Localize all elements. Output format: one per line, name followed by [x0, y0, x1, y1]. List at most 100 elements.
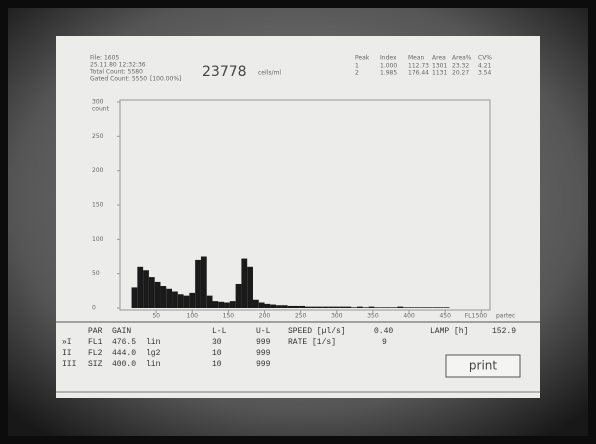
bar: [421, 307, 427, 308]
bar: [282, 305, 288, 308]
peak-header: Mean: [408, 55, 425, 62]
param-cell: 10: [212, 349, 222, 358]
bar: [270, 305, 276, 308]
param-cell: 999: [256, 360, 271, 369]
param-header: L-L: [212, 327, 227, 336]
bar: [166, 289, 172, 308]
bar: [380, 307, 386, 308]
page: File: 1605 25.11.80 12:32:36 Total Count…: [0, 0, 596, 444]
gated-count: Gated Count: 5550: [90, 76, 147, 83]
bar: [305, 307, 311, 308]
speed: 0.40: [374, 327, 393, 336]
bar: [345, 307, 351, 308]
bar: [438, 307, 444, 308]
rate-label: RATE [1/s]: [288, 338, 336, 347]
param-cell: lin: [146, 360, 161, 369]
param-cell: lin: [146, 338, 161, 347]
param-cell: »I: [62, 338, 72, 347]
peak-cell: 176.44: [408, 70, 429, 77]
bar: [218, 302, 224, 308]
peak-cell: 1.000: [380, 63, 397, 70]
bar: [155, 282, 161, 308]
peak-cell: 23.32: [452, 63, 469, 70]
bar: [241, 259, 247, 308]
unit: cells/ml: [258, 70, 281, 77]
bar: [322, 307, 328, 308]
brand: partec: [496, 313, 515, 320]
param-cell: 999: [256, 349, 271, 358]
concentration: 23778: [202, 64, 247, 80]
bar: [444, 307, 450, 308]
bar: [132, 287, 138, 308]
lamp: 152.9: [492, 327, 516, 336]
param-cell: 444.0: [112, 349, 136, 358]
bar: [172, 292, 178, 308]
bar: [207, 296, 213, 308]
bar: [432, 307, 438, 308]
bar: [230, 301, 236, 308]
param-cell: FL1: [88, 338, 103, 347]
x-tick-label: 350: [367, 313, 379, 320]
bar: [160, 286, 166, 308]
param-cell: 30: [212, 338, 222, 347]
bar: [299, 306, 305, 308]
bar: [178, 294, 184, 308]
datetime: 25.11.80 12:32:36: [90, 62, 146, 69]
y-tick-label: 150: [92, 202, 104, 209]
peak-cell: 1: [355, 63, 359, 70]
peak-cell: 4.21: [478, 63, 492, 70]
bar: [253, 300, 259, 308]
lamp-label: LAMP [h]: [430, 327, 468, 336]
x-tick-label: 300: [331, 313, 343, 320]
gated-pct: [100.00%]: [150, 76, 181, 83]
bar: [374, 307, 380, 308]
bar: [137, 267, 143, 308]
bar: [403, 307, 409, 308]
bar: [265, 304, 271, 308]
y-tick-label: 0: [92, 305, 96, 312]
bar: [328, 307, 334, 308]
bar: [369, 307, 375, 308]
total-count: Total Count: 5580: [89, 69, 143, 76]
bar: [213, 301, 219, 308]
peak-cell: 1131: [432, 70, 447, 77]
peak-cell: 20.27: [452, 70, 469, 77]
bar: [415, 307, 421, 308]
x-tick-label: 100: [187, 313, 199, 320]
peak-header: Area%: [452, 55, 472, 62]
screen-photo: File: 1605 25.11.80 12:32:36 Total Count…: [0, 0, 596, 444]
speed-label: SPEED [µl/s]: [288, 327, 346, 336]
param-header: PAR: [88, 327, 103, 336]
bar: [224, 303, 230, 308]
bar: [363, 307, 369, 308]
param-header: U-L: [256, 327, 271, 336]
bar: [426, 307, 432, 308]
x-tick-label: 50: [152, 313, 160, 320]
param-cell: 400.0: [112, 360, 136, 369]
param-cell: FL2: [88, 349, 103, 358]
x-tick-label: 200: [259, 313, 271, 320]
bar: [334, 307, 340, 308]
bar: [293, 306, 299, 308]
rate: 9: [382, 338, 387, 347]
peak-cell: 1301: [432, 63, 447, 70]
param-cell: II: [62, 349, 72, 358]
param-cell: lg2: [146, 349, 161, 358]
y-tick-label: 300: [92, 99, 104, 106]
print-label[interactable]: print: [469, 359, 497, 373]
y-axis-label: count: [92, 106, 110, 113]
param-header: GAIN: [112, 327, 131, 336]
x-tick-label: 150: [223, 313, 235, 320]
bar: [351, 307, 357, 308]
x-tick-label: 500: [476, 313, 488, 320]
param-cell: III: [62, 360, 76, 369]
file: File: 1605: [90, 55, 119, 62]
bar: [259, 303, 265, 308]
x-tick-label: 400: [403, 313, 415, 320]
peak-cell: 2: [355, 70, 359, 77]
bar: [398, 307, 404, 308]
x-tick-label: 250: [295, 313, 307, 320]
y-tick-label: 50: [92, 270, 100, 277]
peak-header: Area: [432, 55, 446, 62]
x-axis-label: FL1: [465, 313, 476, 320]
